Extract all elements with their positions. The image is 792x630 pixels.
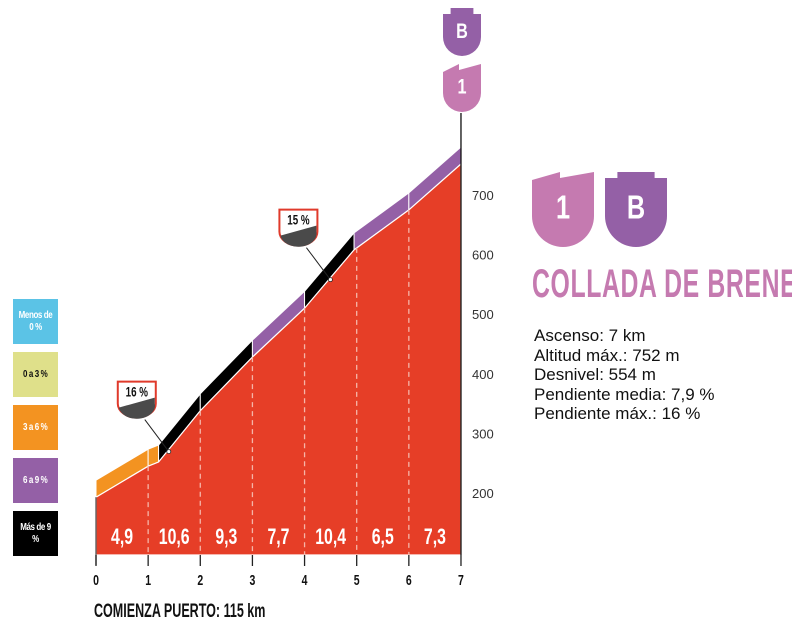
climb-stats: Ascenso: 7 km Altitud máx.: 752 m Desniv…: [534, 326, 715, 424]
legend-label: Menos de 0 %: [18, 309, 53, 333]
marker-dot: [166, 449, 172, 455]
legend-label: Más de 9 %: [20, 521, 51, 545]
legend-item: Menos de 0 %: [13, 299, 58, 344]
x-tick-label: 4: [302, 571, 308, 588]
legend-item: 6 a 9 %: [13, 458, 58, 503]
km-gradient-label: 7,3: [424, 526, 446, 550]
km-gradient-label: 10,4: [315, 526, 346, 550]
legend-label: 0 a 3 %: [23, 368, 48, 380]
km-gradient-label: 9,3: [215, 526, 237, 550]
km-gradient-label: 10,6: [159, 526, 190, 550]
km-gradient-label: 6,5: [372, 526, 394, 550]
bonus-badge-label: B: [456, 20, 468, 44]
climb-title: COLLADA DE BRENES: [532, 262, 792, 306]
marker-pointer: [306, 247, 331, 280]
stat-ascenso: Ascenso: 7 km: [534, 326, 646, 345]
y-tick-label: 300: [472, 426, 494, 441]
max-gradient-label: 16 %: [126, 384, 149, 400]
x-tick-label: 7: [458, 571, 464, 588]
y-tick-label: 700: [472, 188, 494, 203]
km-gradient-label: 4,9: [111, 526, 133, 550]
y-tick-label: 500: [472, 307, 494, 322]
category-badge-icon: [443, 64, 481, 112]
y-tick-label: 600: [472, 248, 494, 263]
bonus-badge-icon: [443, 8, 481, 56]
start-label: COMIENZA PUERTO: 115 km: [94, 601, 266, 622]
stat-desnivel: Desnivel: 554 m: [534, 365, 656, 384]
legend-label: 3 a 6 %: [23, 421, 48, 433]
marker-dot: [328, 277, 333, 283]
category-badge-large-icon: [532, 172, 594, 247]
stat-pendiente-media: Pendiente media: 7,9 %: [534, 384, 715, 404]
legend-label: 6 a 9 %: [23, 474, 48, 486]
bonus-badge-large-icon: [605, 172, 668, 247]
legend-item: Más de 9 %: [13, 511, 58, 556]
marker-pointer: [144, 419, 170, 452]
x-tick-label: 0: [93, 571, 99, 588]
km-gradient-label: 7,7: [267, 526, 289, 550]
shield-shading: [280, 225, 317, 247]
category-badge-large-label: 1: [556, 189, 570, 226]
x-tick-label: 5: [354, 571, 360, 588]
y-tick-label: 400: [472, 367, 494, 382]
y-tick-label: 200: [472, 486, 494, 501]
legend-item: 3 a 6 %: [13, 405, 58, 450]
stat-pendiente-max: Pendiente máx.: 16 %: [534, 404, 701, 423]
bonus-badge-large-label: B: [627, 189, 645, 226]
x-tick-label: 1: [145, 571, 151, 588]
category-badge-label: 1: [457, 76, 466, 100]
x-tick-label: 2: [197, 571, 203, 588]
x-tick-label: 3: [249, 571, 255, 588]
x-tick-label: 6: [406, 571, 412, 588]
shield-shading: [118, 397, 155, 419]
legend-item: 0 a 3 %: [13, 352, 58, 397]
max-gradient-label: 15 %: [287, 212, 310, 228]
stat-altitud: Altitud máx.: 752 m: [534, 345, 680, 365]
